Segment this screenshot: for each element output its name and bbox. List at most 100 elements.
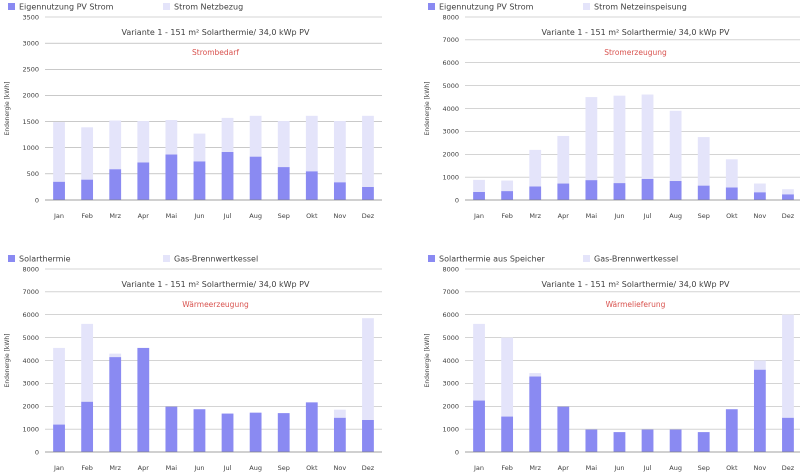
x-tick-label: Jul	[223, 212, 232, 220]
bar-primary	[697, 185, 710, 200]
bar-primary	[782, 417, 794, 452]
y-tick-label: 3000	[442, 128, 459, 136]
bar-primary	[305, 171, 318, 200]
x-tick-label: Mai	[586, 464, 598, 472]
x-tick-label: Jun	[613, 212, 624, 220]
bar-primary	[362, 419, 374, 452]
y-axis-label: Endenergie [kWh]	[424, 82, 431, 136]
y-tick-label: 0	[35, 448, 39, 456]
chart-annotation: Stromerzeugung	[604, 48, 667, 57]
x-tick-label: Nov	[754, 212, 767, 220]
bar-primary	[221, 413, 234, 452]
bar-primary	[641, 178, 654, 200]
bar-secondary	[669, 110, 682, 182]
bar-primary	[81, 179, 94, 200]
bar-primary	[613, 432, 626, 452]
y-tick-label: 1000	[442, 173, 459, 181]
x-tick-label: Okt	[726, 212, 738, 220]
bar-secondary	[277, 121, 290, 168]
bar-primary	[529, 376, 542, 452]
bar-secondary	[249, 115, 262, 157]
bar-secondary	[362, 115, 374, 187]
y-tick-label: 0	[35, 196, 39, 204]
x-tick-label: Sep	[698, 464, 710, 472]
y-tick-label: 2000	[442, 151, 459, 159]
legend-swatch	[583, 255, 590, 262]
bar-secondary	[109, 120, 122, 170]
bar-primary	[585, 180, 598, 200]
bar-secondary	[333, 409, 346, 418]
y-tick-label: 1000	[22, 144, 39, 152]
bar-secondary	[725, 159, 738, 188]
bar-secondary	[473, 179, 485, 192]
bar-primary	[165, 154, 178, 200]
bar-primary	[137, 162, 150, 200]
bar-primary	[613, 183, 626, 200]
chart-panel-4: Solarthermie aus Speicher Gas-Brennwertke…	[424, 255, 800, 472]
bar-secondary	[473, 323, 485, 401]
x-tick-label: Sep	[278, 464, 290, 472]
legend-label: Gas-Brennwertkessel	[174, 255, 258, 264]
bar-primary	[109, 357, 122, 452]
bar-primary	[641, 429, 654, 452]
bar-primary	[669, 181, 682, 200]
bar-primary	[753, 192, 766, 200]
legend-label: Eigennutzung PV Strom	[19, 3, 114, 12]
x-tick-label: Mrz	[529, 212, 541, 220]
x-tick-label: Feb	[501, 212, 513, 220]
x-tick-label: Aug	[669, 212, 682, 220]
bar-primary	[53, 424, 65, 452]
legend-swatch	[8, 3, 15, 10]
bar-secondary	[753, 360, 766, 370]
y-tick-label: 4000	[442, 357, 459, 365]
bar-secondary	[529, 149, 542, 187]
legend-label: Eigennutzung PV Strom	[439, 3, 534, 12]
bar-primary	[193, 409, 206, 452]
x-tick-label: Dez	[362, 212, 375, 220]
bar-secondary	[305, 115, 318, 172]
bar-primary	[473, 400, 485, 452]
y-tick-label: 3500	[22, 13, 39, 21]
bar-secondary	[697, 137, 710, 186]
x-tick-label: Jan	[53, 212, 64, 220]
x-tick-label: Dez	[782, 464, 795, 472]
bar-primary	[305, 402, 318, 452]
chart-subtitle: Variante 1 - 151 m² Solarthermie/ 34,0 k…	[542, 28, 730, 37]
bar-primary	[782, 194, 794, 200]
y-tick-label: 3000	[442, 380, 459, 388]
bar-secondary	[53, 122, 65, 182]
x-tick-label: Mrz	[109, 464, 121, 472]
y-tick-label: 6000	[22, 311, 39, 319]
y-tick-label: 6000	[442, 311, 459, 319]
legend-swatch	[163, 255, 170, 262]
legend-swatch	[8, 255, 15, 262]
x-tick-label: Apr	[558, 212, 570, 220]
bar-secondary	[501, 180, 514, 192]
x-tick-label: Feb	[81, 212, 93, 220]
bar-primary	[53, 181, 65, 200]
bar-secondary	[109, 353, 122, 358]
y-tick-label: 1500	[22, 118, 39, 126]
bar-primary	[277, 413, 290, 452]
bar-primary	[81, 401, 94, 452]
x-tick-label: Aug	[249, 464, 262, 472]
y-axis-label: Endenergie [kWh]	[4, 334, 11, 388]
bar-secondary	[81, 323, 94, 402]
chart-annotation: Wärmelieferung	[606, 300, 666, 309]
chart-annotation: Strombedarf	[192, 48, 239, 57]
bar-primary	[557, 183, 570, 200]
bar-secondary	[529, 373, 542, 377]
y-tick-label: 5000	[442, 82, 459, 90]
y-tick-label: 3000	[22, 380, 39, 388]
bar-secondary	[333, 121, 346, 183]
x-tick-label: Sep	[698, 212, 710, 220]
x-tick-label: Feb	[81, 464, 93, 472]
y-tick-label: 2000	[22, 403, 39, 411]
y-tick-label: 1000	[22, 425, 39, 433]
y-tick-label: 5000	[22, 334, 39, 342]
y-tick-label: 8000	[442, 13, 459, 21]
x-tick-label: Okt	[306, 212, 318, 220]
bar-secondary	[193, 133, 206, 162]
x-tick-label: Jun	[193, 464, 204, 472]
bar-primary	[669, 429, 682, 452]
